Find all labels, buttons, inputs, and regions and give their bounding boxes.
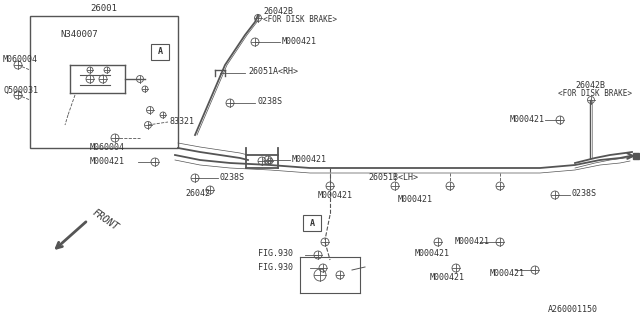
Text: M000421: M000421 — [490, 269, 525, 278]
Text: M060004: M060004 — [3, 55, 38, 65]
Text: 0238S: 0238S — [257, 98, 282, 107]
Text: <FOR DISK BRAKE>: <FOR DISK BRAKE> — [558, 90, 632, 99]
Text: A: A — [157, 47, 163, 57]
Text: 26042: 26042 — [185, 188, 210, 197]
Text: A260001150: A260001150 — [548, 306, 598, 315]
Text: A: A — [310, 219, 314, 228]
Text: M000421: M000421 — [282, 36, 317, 45]
Text: FIG.930: FIG.930 — [258, 250, 293, 259]
Text: 26051A<RH>: 26051A<RH> — [248, 68, 298, 76]
Text: 26001: 26001 — [90, 4, 117, 13]
Text: 26051B<LH>: 26051B<LH> — [368, 172, 418, 181]
Text: 0238S: 0238S — [572, 189, 597, 198]
Bar — [30, 16, 178, 148]
Text: M000421: M000421 — [430, 274, 465, 283]
Text: Q500031: Q500031 — [3, 85, 38, 94]
Text: FIG.930: FIG.930 — [258, 263, 293, 273]
FancyBboxPatch shape — [151, 44, 169, 60]
Text: N340007: N340007 — [60, 30, 98, 39]
Text: M000421: M000421 — [415, 250, 450, 259]
Text: M060004: M060004 — [90, 142, 125, 151]
Text: 0238S: 0238S — [220, 172, 245, 181]
FancyBboxPatch shape — [303, 215, 321, 231]
Text: 83321: 83321 — [170, 116, 195, 125]
Text: M000421: M000421 — [318, 191, 353, 201]
Text: M000421: M000421 — [90, 157, 125, 166]
Text: M000421: M000421 — [398, 196, 433, 204]
Text: M000421: M000421 — [510, 115, 545, 124]
Text: M000421: M000421 — [455, 236, 490, 245]
Text: 26042B: 26042B — [575, 81, 605, 90]
Text: FRONT: FRONT — [90, 207, 120, 233]
Text: 26042B: 26042B — [263, 7, 293, 17]
Text: <FOR DISK BRAKE>: <FOR DISK BRAKE> — [263, 15, 337, 25]
Text: M000421: M000421 — [292, 155, 327, 164]
